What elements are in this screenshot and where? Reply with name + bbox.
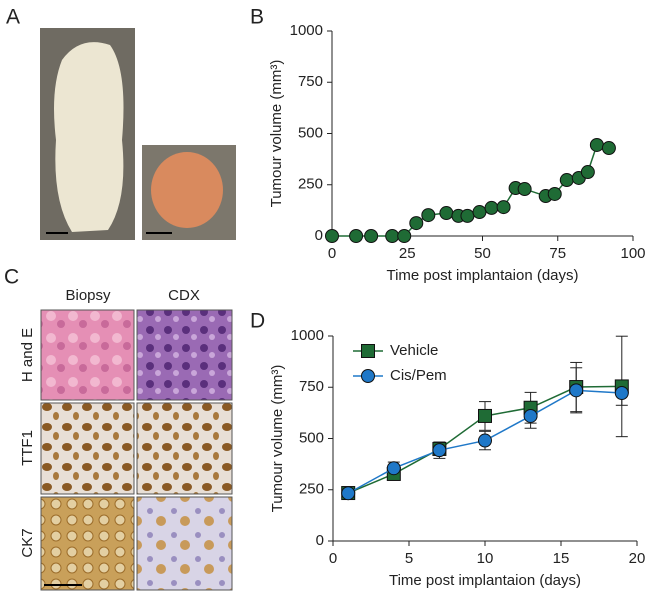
marker [421,208,436,223]
y-tick-label: 0 [316,532,324,549]
marker [484,200,499,215]
x-tick-label: 0 [328,245,336,262]
row-label: CK7 [19,528,36,557]
marker [523,408,538,423]
row-label: H and E [19,328,36,382]
stain-image [136,496,233,591]
y-tick-label: 500 [299,429,324,446]
marker [325,229,339,243]
stain-image [40,309,135,401]
y-tick-label: 750 [299,378,324,395]
y-tick-label: 750 [298,73,323,90]
series-line [332,144,610,237]
legend-label: Vehicle [390,342,438,359]
marker [589,137,604,152]
marker [385,229,400,243]
marker [614,385,629,400]
stain-image [136,402,233,495]
x-tick-label: 75 [549,245,566,262]
marker [472,205,487,220]
panel-label: A [6,6,20,29]
marker [559,173,574,188]
y-tick-label: 250 [299,481,324,498]
marker [397,229,412,243]
marker [409,216,424,231]
x-axis-label: Time post implantaion (days) [386,267,578,284]
x-tick-label: 25 [399,245,416,262]
photos [40,28,236,240]
panel-label: C [4,266,19,289]
y-tick-label: 500 [298,124,323,141]
y-axis-label: Tumour volume (mm³) [269,365,286,513]
x-tick-label: 15 [553,550,570,567]
panel-label: D [250,310,265,333]
y-axis-label: Tumour volume (mm³) [268,60,285,208]
y-tick-label: 250 [298,176,323,193]
x-axis-label: Time post implantaion (days) [389,572,581,589]
marker [361,344,375,358]
marker [569,383,584,398]
stain-image [136,309,233,401]
mouse [54,42,124,233]
x-tick-label: 20 [629,550,646,567]
marker [341,486,356,501]
marker [432,443,447,458]
stain-image [40,496,135,591]
x-tick-label: 100 [620,245,645,262]
x-tick-label: 5 [405,550,413,567]
column-label: CDX [168,287,200,304]
marker [439,206,454,221]
x-tick-label: 50 [474,245,491,262]
x-tick-label: 0 [329,550,337,567]
marker [478,433,492,448]
marker [361,369,375,383]
panel-labels: A B C D [4,6,265,333]
marker [580,165,595,180]
marker [517,182,532,197]
marker [496,200,511,215]
y-tick-label: 1000 [291,327,324,344]
marker [460,208,475,223]
y-tick-label: 0 [315,227,323,244]
marker [547,186,562,201]
marker [386,461,401,476]
histology: Biopsy CDX H and E TTF1 CK7 [19,287,233,591]
tumour [151,152,223,228]
marker [349,229,364,243]
row-label: TTF1 [19,430,36,466]
y-tick-label: 1000 [290,22,323,39]
stain-image [40,402,135,495]
marker [601,141,616,156]
panel-label: B [250,6,264,29]
legend-label: Cis/Pem [390,367,447,384]
marker [478,408,492,423]
x-tick-label: 10 [477,550,494,567]
marker [364,229,379,243]
column-label: Biopsy [65,287,111,304]
